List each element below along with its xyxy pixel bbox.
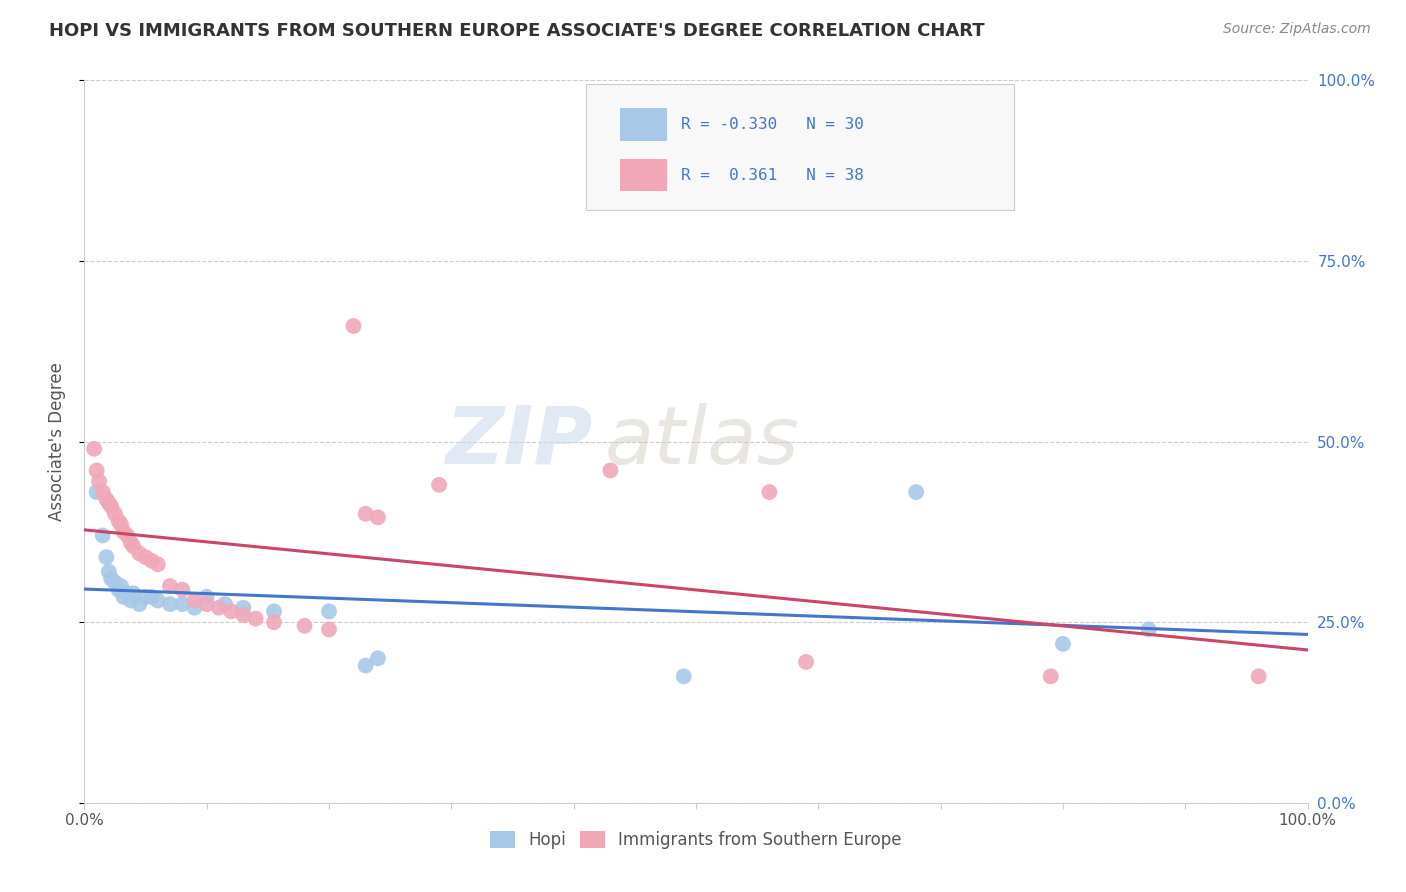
Point <box>172 582 194 597</box>
Point <box>159 579 181 593</box>
Point <box>100 572 122 586</box>
Point <box>195 590 218 604</box>
Point <box>232 600 254 615</box>
Point <box>112 590 135 604</box>
Point <box>96 492 118 507</box>
Point <box>1247 669 1270 683</box>
Point <box>342 318 364 333</box>
Point <box>141 590 163 604</box>
Point <box>104 575 127 590</box>
Point <box>905 485 928 500</box>
Point <box>97 565 120 579</box>
Point <box>195 597 218 611</box>
Point <box>159 597 181 611</box>
Point <box>122 586 145 600</box>
Point <box>115 528 138 542</box>
FancyBboxPatch shape <box>586 84 1014 211</box>
Point <box>141 554 163 568</box>
Text: R = -0.330   N = 30: R = -0.330 N = 30 <box>682 117 865 132</box>
Text: HOPI VS IMMIGRANTS FROM SOUTHERN EUROPE ASSOCIATE'S DEGREE CORRELATION CHART: HOPI VS IMMIGRANTS FROM SOUTHERN EUROPE … <box>49 22 984 40</box>
Point <box>172 597 194 611</box>
Point <box>128 597 150 611</box>
Point <box>120 535 142 549</box>
Point <box>146 593 169 607</box>
Point <box>1137 623 1160 637</box>
Legend: Hopi, Immigrants from Southern Europe: Hopi, Immigrants from Southern Europe <box>484 824 908 856</box>
Point <box>794 655 817 669</box>
Point <box>104 507 127 521</box>
Y-axis label: Associate's Degree: Associate's Degree <box>48 362 66 521</box>
Point <box>128 547 150 561</box>
Point <box>263 604 285 618</box>
Point <box>183 593 205 607</box>
Point <box>263 615 285 630</box>
Point <box>758 485 780 500</box>
Point <box>1039 669 1062 683</box>
Point <box>367 651 389 665</box>
Point <box>87 475 110 489</box>
Point <box>86 485 108 500</box>
Point <box>107 582 129 597</box>
Point <box>245 611 267 625</box>
Point <box>354 507 377 521</box>
Point <box>427 478 450 492</box>
Point <box>91 528 114 542</box>
Text: R =  0.361   N = 38: R = 0.361 N = 38 <box>682 168 865 183</box>
Point <box>112 524 135 539</box>
Point <box>294 619 316 633</box>
Point <box>86 463 108 477</box>
Point <box>214 597 236 611</box>
Point <box>83 442 105 456</box>
Point <box>115 586 138 600</box>
Point <box>110 579 132 593</box>
Point <box>367 510 389 524</box>
Point <box>1052 637 1074 651</box>
Point <box>96 550 118 565</box>
Point <box>135 590 157 604</box>
Point <box>100 500 122 514</box>
Point <box>91 485 114 500</box>
Point <box>318 604 340 618</box>
Point <box>146 558 169 572</box>
Text: Source: ZipAtlas.com: Source: ZipAtlas.com <box>1223 22 1371 37</box>
Point <box>599 463 621 477</box>
FancyBboxPatch shape <box>620 109 666 141</box>
Point <box>318 623 340 637</box>
Point <box>110 517 132 532</box>
Point <box>672 669 695 683</box>
Point <box>107 514 129 528</box>
Point <box>354 658 377 673</box>
Text: atlas: atlas <box>605 402 799 481</box>
Point <box>183 600 205 615</box>
Point <box>97 496 120 510</box>
Point <box>219 604 242 618</box>
Point <box>122 539 145 553</box>
Text: ZIP: ZIP <box>444 402 592 481</box>
Point <box>232 607 254 622</box>
Point <box>135 550 157 565</box>
FancyBboxPatch shape <box>620 159 666 192</box>
Point <box>208 600 231 615</box>
Point <box>120 593 142 607</box>
